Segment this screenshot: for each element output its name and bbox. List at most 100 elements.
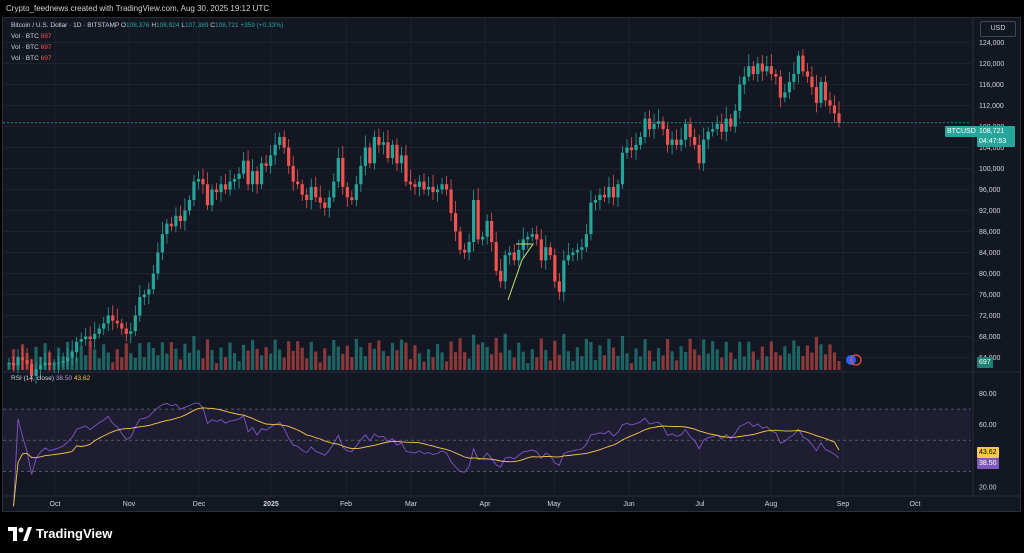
volume-bar	[823, 354, 828, 370]
volume-bar	[142, 357, 146, 370]
volume-bar	[431, 357, 435, 370]
volume-bar	[607, 338, 611, 370]
candle-body	[305, 194, 309, 200]
candle-body	[751, 66, 755, 74]
candle-body	[214, 189, 219, 193]
candle-body	[665, 129, 670, 145]
volume-bar	[84, 355, 88, 370]
volume-bar	[287, 341, 291, 370]
volume-bar	[548, 360, 552, 370]
candle-body	[345, 186, 349, 198]
chart-canvas[interactable]: 64,00068,00072,00076,00080,00084,00088,0…	[3, 18, 1020, 511]
volume-bar	[814, 337, 819, 370]
volume-bar	[535, 357, 539, 370]
volume-bar	[638, 356, 643, 370]
volume-bar	[490, 354, 494, 370]
candle-body	[738, 84, 742, 111]
tradingview-logo-icon	[8, 526, 32, 541]
volume-bar	[485, 347, 489, 370]
candle-body	[84, 336, 88, 340]
rsi-tick-label: 60.00	[979, 422, 997, 429]
volume-bar	[332, 340, 336, 370]
volume-bar	[106, 352, 110, 370]
candle-body	[97, 328, 101, 334]
candle-body	[363, 147, 367, 166]
volume-bar	[801, 356, 805, 370]
volume-bar	[783, 346, 787, 370]
candle-body	[449, 189, 453, 214]
volume-bar	[751, 351, 755, 370]
volume-bar	[693, 349, 697, 370]
volume-bar	[476, 344, 480, 370]
volume-bar	[774, 352, 778, 370]
candle-body	[453, 213, 458, 232]
volume-bar	[210, 350, 214, 370]
volume-bar	[147, 342, 151, 370]
candle-body	[729, 118, 733, 127]
candle-body	[823, 81, 828, 101]
candle-body	[499, 270, 503, 282]
candle-body	[413, 184, 417, 187]
candle-body	[368, 147, 372, 164]
volume-bar	[363, 356, 367, 370]
tradingview-logo[interactable]: TradingView	[8, 526, 112, 541]
volume-bar	[43, 343, 47, 370]
candle-body	[88, 336, 92, 340]
candle-body	[386, 142, 390, 158]
price-tick-label: 76,000	[979, 292, 1001, 299]
volume-bar	[368, 343, 372, 370]
price-tick-label: 68,000	[979, 334, 1001, 341]
symbol-price-tag: BTCUSD	[945, 126, 978, 137]
volume-bar	[729, 352, 733, 370]
volume-bar	[7, 363, 11, 370]
vol-value: 697	[40, 44, 52, 51]
chart-panel[interactable]: 64,00068,00072,00076,00080,00084,00088,0…	[2, 17, 1021, 512]
vol-label: Vol · BTC	[11, 44, 39, 51]
rsi-label: RSI (14, close)	[11, 375, 54, 382]
candle-body	[205, 184, 210, 206]
candle-body	[584, 234, 588, 248]
candle-body	[571, 252, 575, 256]
rsi-ma-line	[13, 407, 840, 507]
candle-body	[620, 152, 625, 185]
candle-body	[34, 369, 38, 376]
time-tick-label: Aug	[765, 501, 778, 508]
candle-body	[575, 249, 579, 253]
vol-value: 697	[40, 55, 52, 62]
volume-bar	[711, 341, 715, 370]
rsi-line	[13, 402, 840, 507]
candle-body	[327, 197, 331, 208]
volume-bar	[93, 349, 97, 370]
volume-bar	[575, 347, 579, 370]
candle-body	[684, 123, 688, 140]
candle-body	[282, 137, 286, 148]
volume-bar	[760, 346, 764, 370]
logo-text: TradingView	[36, 526, 113, 541]
volume-bar	[440, 352, 444, 370]
candle-body	[124, 328, 128, 334]
candle-body	[241, 160, 246, 174]
candle-body	[539, 239, 543, 261]
candle-body	[747, 66, 751, 77]
candle-body	[611, 186, 616, 198]
candle-body	[79, 339, 83, 342]
volume-bar	[336, 346, 340, 370]
candle-body	[629, 147, 634, 151]
volume-bar	[656, 348, 661, 370]
candle-body	[661, 121, 665, 130]
volume-bar	[273, 339, 277, 370]
currency-button[interactable]: USD	[980, 21, 1016, 37]
volume-bar	[102, 344, 106, 370]
candle-body	[417, 181, 422, 187]
volume-bar	[399, 339, 404, 370]
volume-bar	[201, 358, 205, 370]
volume-bar	[458, 338, 462, 370]
volume-bar	[260, 355, 264, 370]
volume-bar	[341, 353, 345, 370]
candle-body	[390, 144, 395, 158]
candle-body	[273, 144, 277, 156]
volume-bar	[810, 352, 814, 370]
candle-body	[269, 155, 273, 166]
volume-bar	[765, 356, 769, 370]
price-tick-label: 116,000	[979, 82, 1004, 89]
